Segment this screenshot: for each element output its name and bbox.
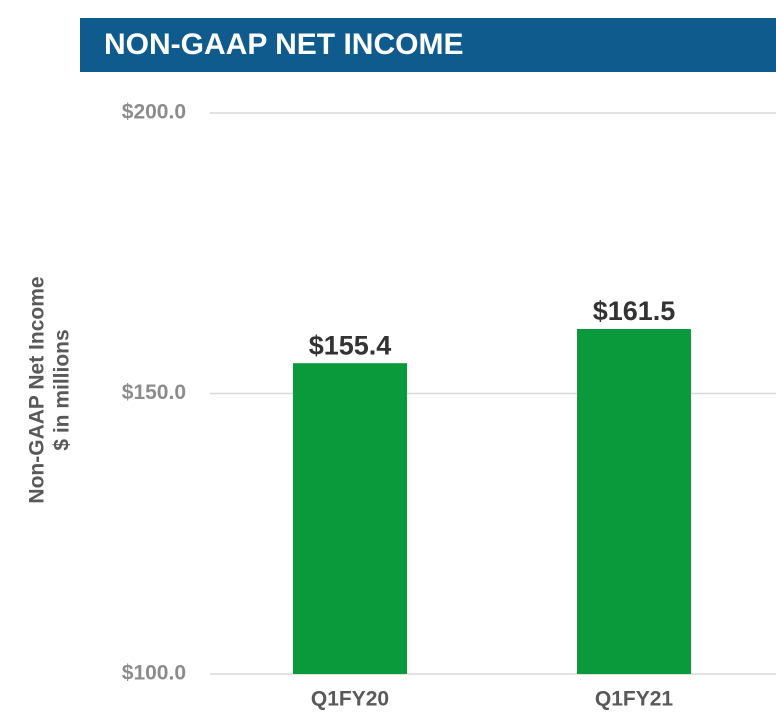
data-label: $155.4 [309,330,392,360]
data-label: $161.5 [593,296,676,326]
bar [577,328,691,674]
y-tick-label: $200.0 [122,101,186,124]
y-axis-title: Non-GAAP Net Income $ in millions [26,276,74,503]
x-tick-label: Q1FY20 [311,688,389,711]
title-banner [80,18,776,72]
y-tick-label: $100.0 [122,662,186,685]
x-tick-label: Q1FY21 [595,688,674,711]
chart-title: NON-GAAP NET INCOME [104,28,463,61]
y-axis-label: $ in millions [51,329,74,450]
y-axis-label: Non-GAAP Net Income [26,276,49,503]
y-tick-label: $150.0 [122,381,186,404]
bar [293,363,407,674]
